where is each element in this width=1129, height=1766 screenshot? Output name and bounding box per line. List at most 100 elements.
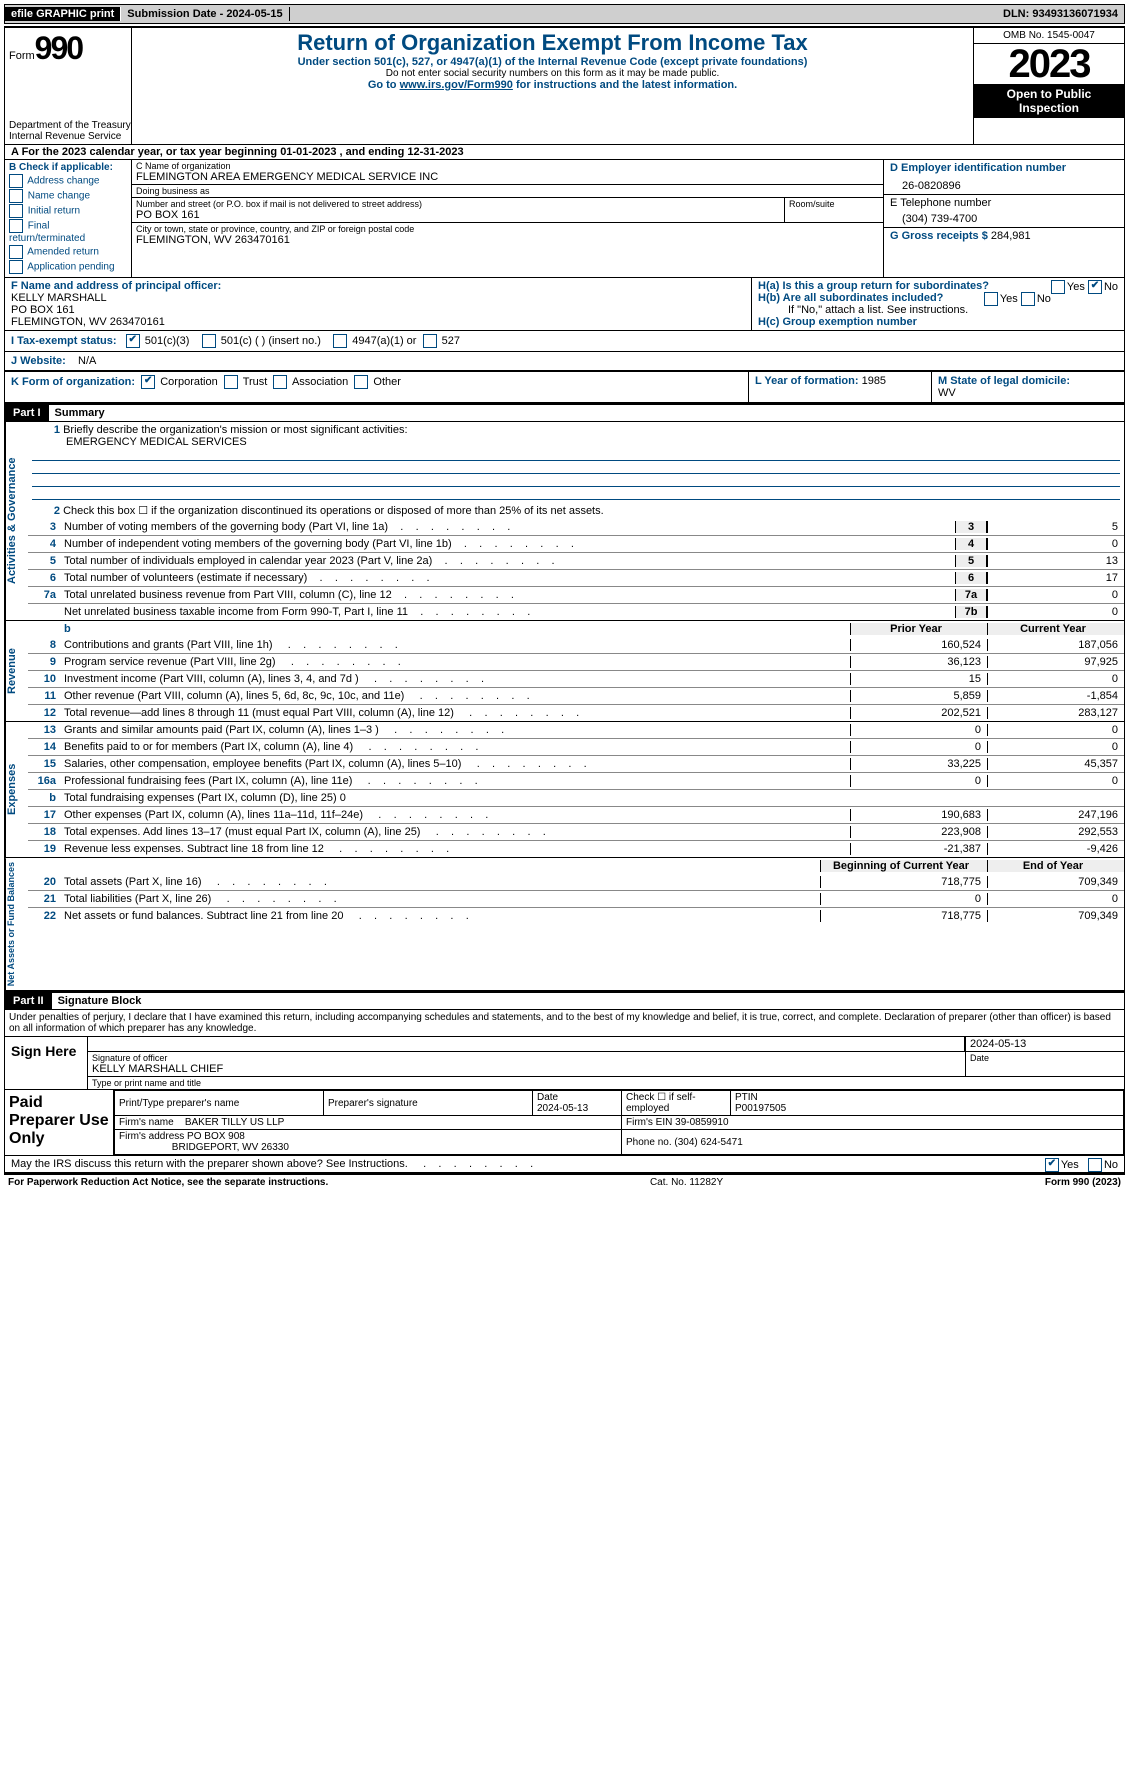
addr-box: Number and street (or P.O. box if mail i… — [132, 198, 784, 223]
hb-no: No — [1037, 293, 1051, 305]
prep-date: 2024-05-13 — [537, 1103, 588, 1114]
po-city: FLEMINGTON, WV 263470161 — [11, 316, 745, 328]
header-right: OMB No. 1545-0047 2023 Open to Public In… — [974, 28, 1124, 144]
4947-checkbox[interactable] — [333, 334, 347, 348]
firm-city: BRIDGEPORT, WV 26330 — [172, 1142, 289, 1153]
header-left: Form990 Department of the Treasury Inter… — [5, 28, 132, 144]
yf: 1985 — [862, 375, 886, 387]
gross-label: G Gross receipts $ — [890, 230, 988, 242]
col-c: C Name of organization FLEMINGTON AREA E… — [132, 160, 883, 277]
summary-line: 10Investment income (Part VIII, column (… — [28, 670, 1124, 687]
501c3: 501(c)(3) — [145, 335, 190, 347]
summary-line: 3Number of voting members of the governi… — [28, 519, 1124, 535]
type-label: Type or print name and title — [88, 1077, 205, 1089]
gross-box: G Gross receipts $ 284,981 — [884, 228, 1124, 244]
summary-line: 8Contributions and grants (Part VIII, li… — [28, 637, 1124, 653]
city-box: City or town, state or province, country… — [132, 223, 883, 247]
b-checkbox[interactable] — [9, 260, 23, 274]
dba-box: Doing business as — [132, 185, 883, 198]
summary-line: 4Number of independent voting members of… — [28, 535, 1124, 552]
summary-line: 6Total number of volunteers (estimate if… — [28, 569, 1124, 586]
state-domicile: M State of legal domicile:WV — [931, 372, 1124, 402]
col-b: B Check if applicable: Address change Na… — [5, 160, 132, 277]
firm-addr-lbl: Firm's address — [119, 1131, 184, 1142]
b-head: B Check if applicable: — [9, 162, 127, 173]
discuss-yes-checkbox[interactable] — [1045, 1158, 1059, 1172]
b-checkbox[interactable] — [9, 174, 23, 188]
b-checkbox[interactable] — [9, 245, 23, 259]
discuss-no-checkbox[interactable] — [1088, 1158, 1102, 1172]
ha-yes-checkbox[interactable] — [1051, 280, 1065, 294]
discuss-yes: Yes — [1061, 1159, 1079, 1171]
submission-date: Submission Date - 2024-05-15 — [121, 7, 289, 21]
prep-name-lbl: Print/Type preparer's name — [115, 1091, 324, 1116]
ha-label: H(a) Is this a group return for subordin… — [758, 280, 989, 292]
summary-line: 5Total number of individuals employed in… — [28, 552, 1124, 569]
summary-line: bTotal fundraising expenses (Part IX, co… — [28, 789, 1124, 806]
527: 527 — [442, 335, 460, 347]
header: Form990 Department of the Treasury Inter… — [4, 26, 1125, 145]
summary-line: 14Benefits paid to or for members (Part … — [28, 738, 1124, 755]
group-return: H(a) Is this a group return for subordin… — [752, 278, 1124, 330]
discuss-row: May the IRS discuss this return with the… — [4, 1156, 1125, 1173]
assoc-checkbox[interactable] — [273, 375, 287, 389]
part1-ttl: Summary — [49, 405, 111, 421]
ein-box: D Employer identification number 26-0820… — [884, 160, 1124, 195]
firm-lbl: Firm's name — [119, 1117, 174, 1128]
discuss: May the IRS discuss this return with the… — [11, 1158, 408, 1170]
part2-bar: Part II Signature Block — [4, 991, 1125, 1010]
phone-lbl: Phone no. — [626, 1137, 672, 1148]
other-checkbox[interactable] — [354, 375, 368, 389]
dln: DLN: 93493136071934 — [997, 7, 1124, 21]
firm-phone: (304) 624-5471 — [674, 1137, 742, 1148]
phone-box: E Telephone number (304) 739-4700 — [884, 195, 1124, 228]
assoc: Association — [292, 376, 348, 388]
city-label: City or town, state or province, country… — [136, 224, 879, 234]
firm-addr: PO BOX 908 — [187, 1131, 245, 1142]
row-a: A For the 2023 calendar year, or tax yea… — [4, 145, 1125, 160]
discuss-no: No — [1104, 1159, 1118, 1171]
b-checkbox[interactable] — [9, 189, 23, 203]
vlabel-gov: Activities & Governance — [5, 422, 28, 620]
b-item: Final return/terminated — [9, 219, 127, 244]
org-name-box: C Name of organization FLEMINGTON AREA E… — [132, 160, 883, 185]
hb-yes: Yes — [1000, 293, 1018, 305]
vlabel-rev: Revenue — [5, 621, 28, 721]
year-formation: L Year of formation: 1985 — [748, 372, 931, 402]
trust: Trust — [243, 376, 268, 388]
footer-right: Form 990 (2023) — [1045, 1177, 1121, 1188]
form-label: Form — [9, 50, 35, 62]
current-year-hdr: Current Year — [987, 623, 1124, 635]
ein: 26-0820896 — [890, 174, 1118, 192]
ein-lbl: Firm's EIN — [626, 1117, 672, 1128]
firm-ein: 39-0859910 — [675, 1117, 728, 1128]
firm: BAKER TILLY US LLP — [185, 1117, 285, 1128]
officer-name: KELLY MARSHALL CHIEF — [92, 1063, 961, 1075]
501c3-checkbox[interactable] — [126, 334, 140, 348]
b-checkbox[interactable] — [9, 219, 23, 233]
dept: Department of the Treasury Internal Reve… — [9, 120, 131, 142]
room-label: Room/suite — [789, 199, 879, 209]
line2: Check this box ☐ if the organization dis… — [63, 505, 604, 517]
hb-yes-checkbox[interactable] — [984, 292, 998, 306]
ha-no-checkbox[interactable] — [1088, 280, 1102, 294]
hb-no-checkbox[interactable] — [1021, 292, 1035, 306]
irs-link[interactable]: www.irs.gov/Form990 — [400, 79, 513, 91]
summary-line: 15Salaries, other compensation, employee… — [28, 755, 1124, 772]
efile-button[interactable]: efile GRAPHIC print — [5, 7, 121, 21]
part2-ttl: Signature Block — [52, 993, 148, 1009]
subtitle-3: Go to www.irs.gov/Form990 for instructio… — [138, 79, 967, 91]
summary-line: 9Program service revenue (Part VIII, lin… — [28, 653, 1124, 670]
527-checkbox[interactable] — [423, 334, 437, 348]
goto-pre: Go to — [368, 79, 400, 91]
501c-checkbox[interactable] — [202, 334, 216, 348]
corp-checkbox[interactable] — [141, 375, 155, 389]
begin-year-hdr: Beginning of Current Year — [820, 860, 987, 872]
trust-checkbox[interactable] — [224, 375, 238, 389]
b-checkbox[interactable] — [9, 204, 23, 218]
form-org: K Form of organization: Corporation Trus… — [5, 372, 748, 402]
ein-label: D Employer identification number — [890, 162, 1118, 174]
tax-year: 2023 — [974, 44, 1124, 84]
b-item: Name change — [9, 189, 127, 203]
subtitle-1: Under section 501(c), 527, or 4947(a)(1)… — [138, 56, 967, 68]
